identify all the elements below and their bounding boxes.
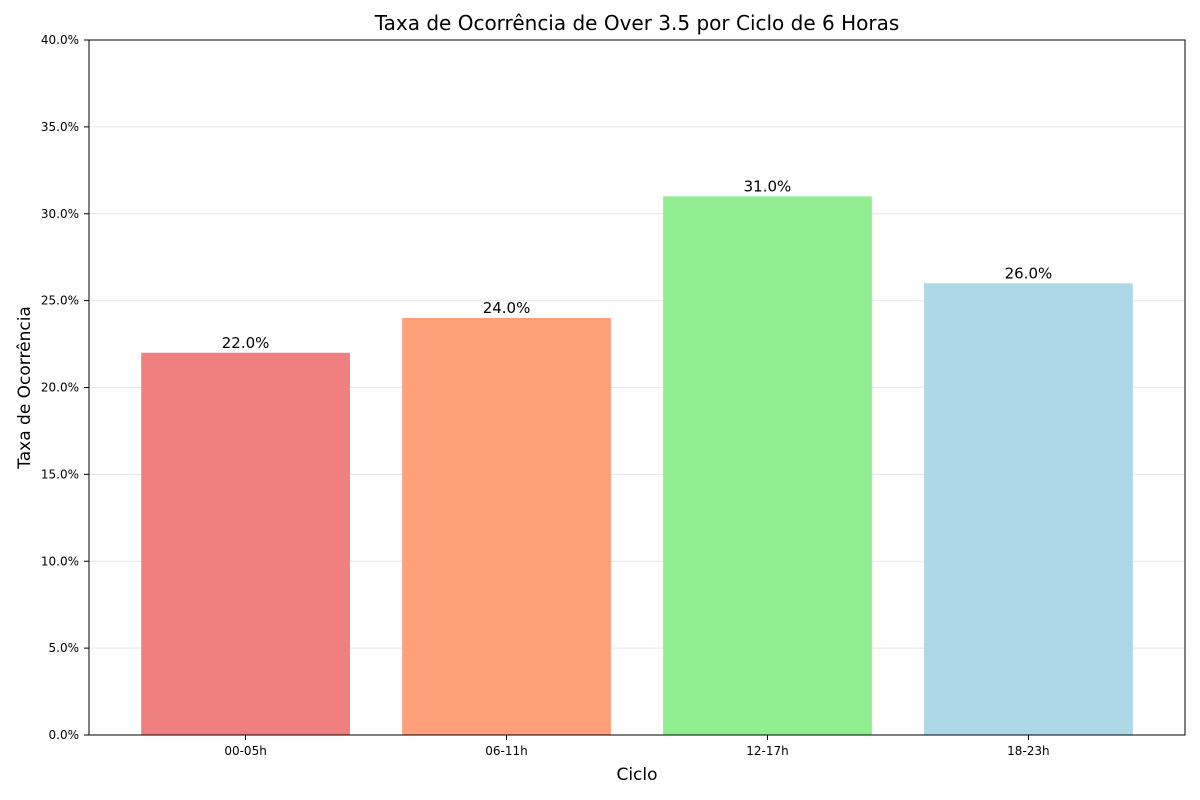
x-tick-label: 12-17h: [746, 744, 788, 758]
y-tick-label: 0.0%: [49, 728, 80, 742]
y-tick-label: 10.0%: [41, 554, 79, 568]
chart-title: Taxa de Ocorrência de Over 3.5 por Ciclo…: [374, 11, 900, 35]
bar-value-label: 31.0%: [744, 177, 792, 195]
bar-value-label: 22.0%: [222, 334, 270, 352]
x-tick-label: 18-23h: [1007, 744, 1049, 758]
bar-layer: [141, 196, 1133, 735]
bar-value-label: 24.0%: [483, 299, 531, 317]
label-layer: 22.0% 24.0% 31.0% 26.0%: [222, 177, 1053, 351]
y-tick-label: 25.0%: [41, 294, 79, 308]
x-tick-label: 00-05h: [224, 744, 266, 758]
y-axis-label: Taxa de Ocorrência: [15, 306, 35, 470]
y-tick-label: 30.0%: [41, 207, 79, 221]
y-tick-label: 20.0%: [41, 381, 79, 395]
x-tick-label: 06-11h: [485, 744, 527, 758]
x-axis-label: Ciclo: [616, 765, 657, 785]
tick-layer: 0.0% 5.0% 10.0% 15.0% 20.0% 25.0% 30.0% 35.0% 40…: [41, 33, 1050, 758]
bar: [924, 283, 1133, 735]
y-tick-label: 40.0%: [41, 33, 79, 47]
y-tick-label: 35.0%: [41, 120, 79, 134]
y-tick-label: 15.0%: [41, 467, 79, 481]
bar: [141, 352, 350, 735]
y-tick-label: 5.0%: [49, 641, 80, 655]
bar: [402, 318, 611, 735]
bar: [663, 196, 872, 735]
bar-value-label: 26.0%: [1005, 264, 1053, 282]
